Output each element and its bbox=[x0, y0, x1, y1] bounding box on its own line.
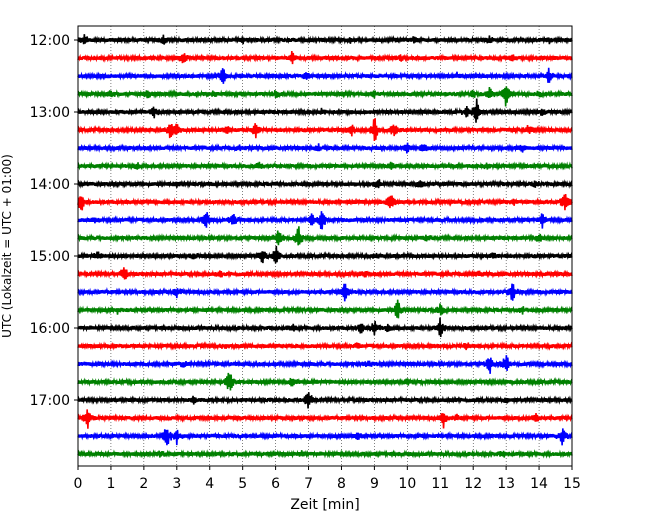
x-tick-label: 11 bbox=[431, 476, 449, 492]
trace-1615 bbox=[77, 341, 573, 351]
trace-1630 bbox=[77, 355, 573, 374]
trace-1200 bbox=[77, 34, 573, 45]
x-tick-label: 12 bbox=[464, 476, 482, 492]
x-tick-label: 14 bbox=[530, 476, 548, 492]
y-tick-label: 17:00 bbox=[30, 393, 70, 409]
y-axis-label: UTC (Lokalzeit = UTC + 01:00) bbox=[0, 154, 14, 338]
trace-1530 bbox=[77, 283, 573, 302]
seismic-traces bbox=[77, 34, 573, 459]
plot-frame-background bbox=[78, 26, 572, 466]
trace-1600 bbox=[77, 317, 573, 338]
x-tick-label: 4 bbox=[205, 476, 214, 492]
x-tick-label: 0 bbox=[74, 476, 83, 492]
plot-frame bbox=[77, 25, 573, 467]
x-tick-label: 15 bbox=[563, 476, 581, 492]
x-tick-label: 9 bbox=[370, 476, 379, 492]
x-tick-label: 8 bbox=[337, 476, 346, 492]
y-tick-label: 12:00 bbox=[30, 33, 70, 49]
trace-1300 bbox=[77, 98, 573, 123]
trace-1500 bbox=[77, 245, 573, 264]
trace-1230 bbox=[77, 67, 573, 84]
y-tick-label: 13:00 bbox=[30, 105, 70, 121]
trace-1415 bbox=[77, 193, 573, 211]
y-tick-label: 15:00 bbox=[30, 249, 70, 265]
x-axis-ticks: 0 1 2 3 4 5 6 7 8 9 10 11 12 13 14 15 bbox=[74, 466, 581, 492]
x-tick-label: 1 bbox=[106, 476, 115, 492]
x-tick-label: 6 bbox=[271, 476, 280, 492]
trace-1730 bbox=[77, 428, 573, 446]
trace-1215 bbox=[77, 50, 573, 65]
x-axis-label: Zeit [min] bbox=[290, 497, 359, 513]
trace-1645 bbox=[77, 372, 573, 391]
trace-1330 bbox=[77, 142, 573, 154]
trace-1245 bbox=[77, 86, 573, 107]
trace-1445 bbox=[77, 226, 573, 246]
trace-1545 bbox=[77, 299, 573, 319]
y-tick-label: 14:00 bbox=[30, 177, 70, 193]
trace-1400 bbox=[77, 179, 573, 189]
trace-1745 bbox=[77, 449, 573, 459]
x-tick-label: 2 bbox=[139, 476, 148, 492]
x-tick-label: 7 bbox=[304, 476, 313, 492]
x-tick-label: 3 bbox=[172, 476, 181, 492]
trace-1515 bbox=[77, 267, 573, 280]
y-tick-label: 16:00 bbox=[30, 321, 70, 337]
trace-1700 bbox=[77, 392, 573, 409]
x-tick-label: 5 bbox=[238, 476, 247, 492]
x-tick-label: 10 bbox=[398, 476, 416, 492]
trace-1430 bbox=[77, 211, 573, 230]
trace-1345 bbox=[77, 161, 573, 171]
x-tick-label: 13 bbox=[497, 476, 515, 492]
y-axis-ticks: 12:00 13:00 14:00 15:00 16:00 17:00 bbox=[30, 33, 78, 409]
trace-1315 bbox=[77, 118, 573, 141]
trace-1715 bbox=[77, 409, 573, 429]
